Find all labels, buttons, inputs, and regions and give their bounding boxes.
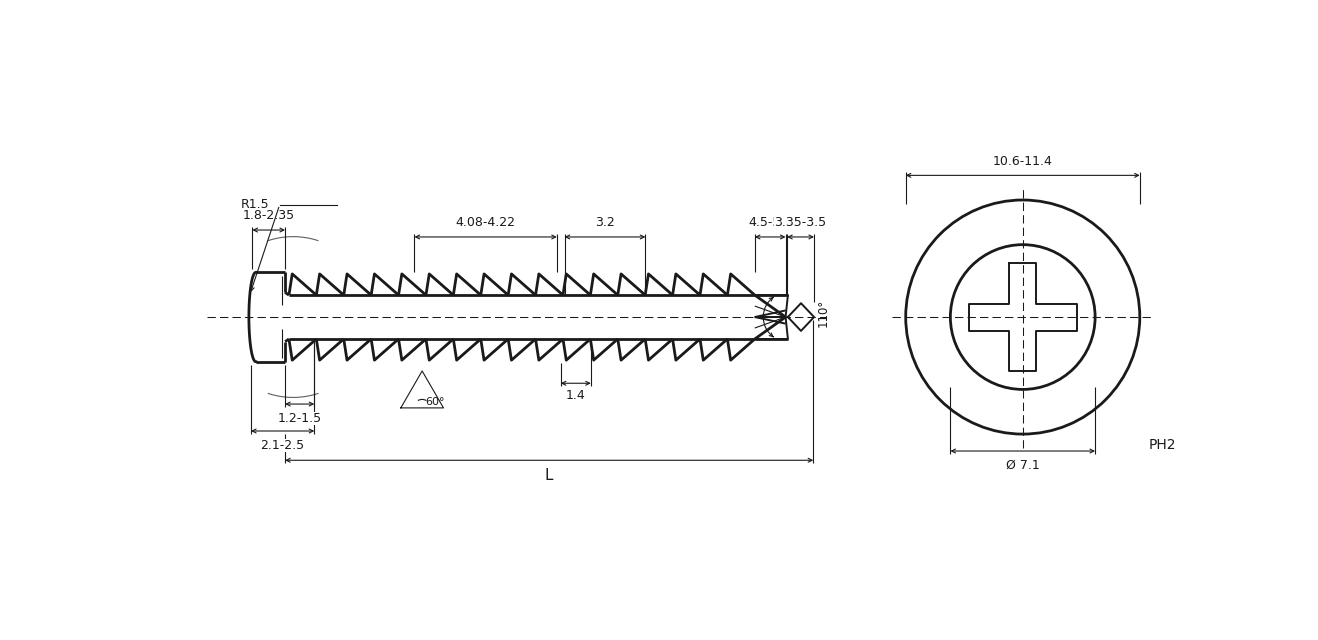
Text: 1.8-2.35: 1.8-2.35 xyxy=(243,209,295,222)
Text: 1.4: 1.4 xyxy=(565,389,585,403)
Text: R1.5: R1.5 xyxy=(241,198,270,211)
Text: 110°: 110° xyxy=(816,299,829,327)
Text: Ø 7.1: Ø 7.1 xyxy=(1006,459,1040,472)
Text: 10.6-11.4: 10.6-11.4 xyxy=(992,155,1053,168)
Text: L: L xyxy=(544,468,554,483)
Text: 2.1-2.5: 2.1-2.5 xyxy=(261,438,304,452)
Text: 60°: 60° xyxy=(426,397,444,407)
Text: 3.2: 3.2 xyxy=(596,216,616,229)
Text: 4.08-4.22: 4.08-4.22 xyxy=(456,216,515,229)
Text: 1.2-1.5: 1.2-1.5 xyxy=(278,412,322,425)
Text: 4.5-5.8: 4.5-5.8 xyxy=(749,216,792,229)
Text: 3.35-3.5: 3.35-3.5 xyxy=(775,216,826,229)
Text: PH2: PH2 xyxy=(1149,438,1177,452)
